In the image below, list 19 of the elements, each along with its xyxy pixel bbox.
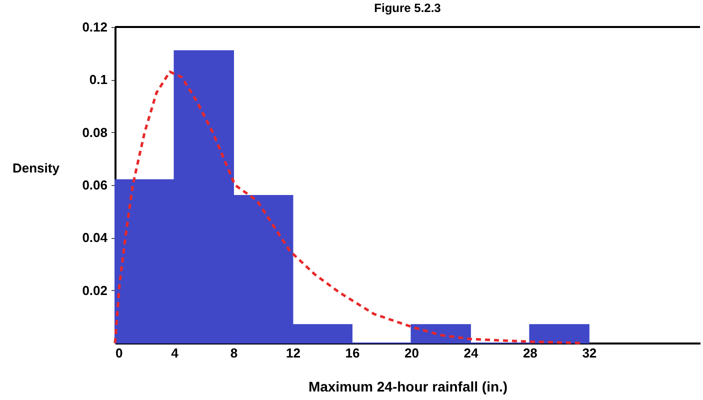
y-tick-label: 0.06 [82, 178, 108, 192]
x-tick-label: 16 [345, 346, 360, 360]
x-tick-label: 32 [582, 346, 597, 360]
x-tick-label: 24 [464, 346, 479, 360]
x-tick-label: 20 [404, 346, 419, 360]
line-series [114, 70, 583, 344]
x-tick-label: 12 [286, 346, 300, 360]
x-axis-title: Maximum 24-hour rainfall (in.) [308, 378, 508, 394]
chart-title: Figure 5.2.3 [374, 1, 442, 15]
x-tick-label: 0 [116, 346, 123, 360]
y-tick-label: 0.08 [82, 124, 108, 140]
x-tick-label: 4 [171, 346, 180, 360]
y-tick-label: 0.1 [89, 72, 108, 88]
y-tick-label: 0.02 [82, 282, 108, 298]
y-axis-title: Density [12, 160, 60, 176]
y-tick-label: 0.04 [82, 230, 108, 246]
x-tick-label: 28 [522, 346, 538, 360]
y-tick-label: 0.12 [82, 20, 108, 34]
x-tick-label: 8 [230, 346, 238, 360]
